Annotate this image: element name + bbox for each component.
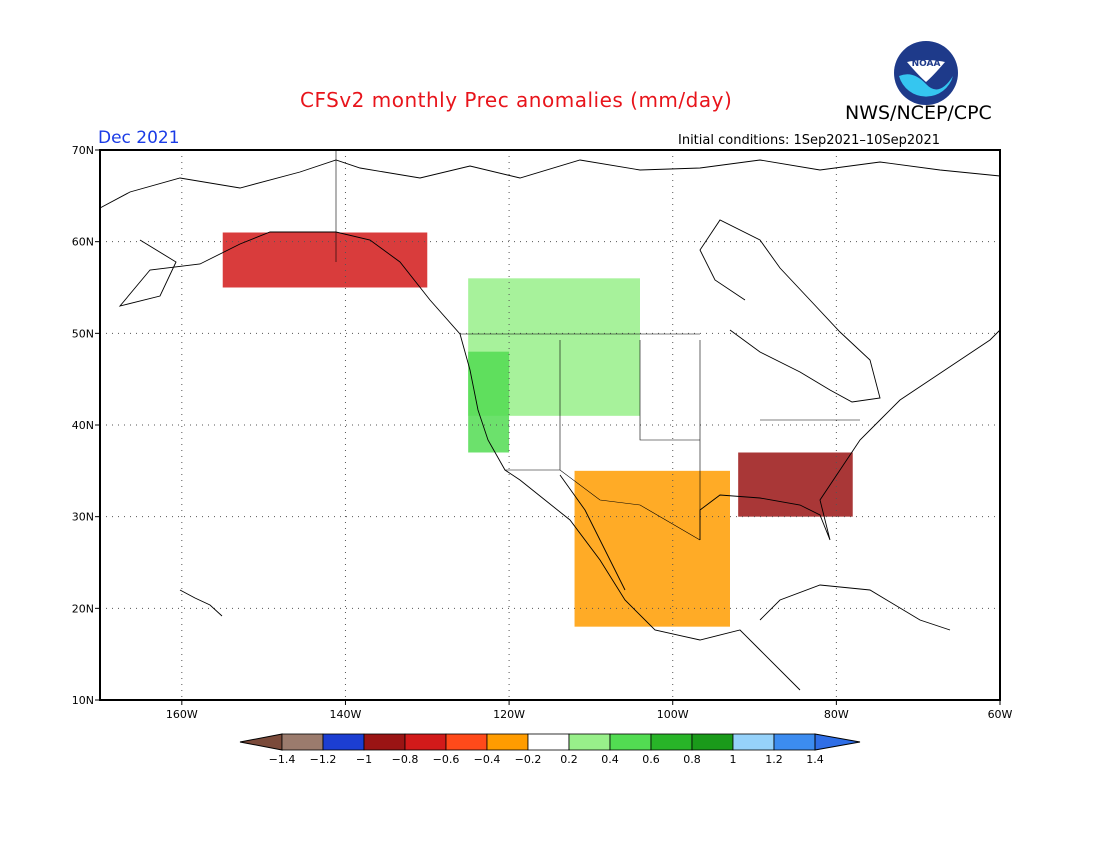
map-content [222,232,853,627]
colorbar-label: 0.6 [642,753,660,766]
colorbar-swatch [691,733,734,751]
initial-conditions-label: Initial conditions: 1Sep2021–10Sep2021 [678,133,940,148]
colorbar-swatch [650,733,693,751]
lon-tick-label: 120W [493,708,525,721]
colorbar-swatch [445,733,488,751]
longitude-tick-labels: 160W 140W 120W 100W 80W 60W [166,700,1013,721]
border-segment [505,469,701,541]
lat-tick-label: 60N [72,236,94,249]
colorbar-label: 1.2 [765,753,783,766]
colorbar-swatch [773,733,816,751]
colorbar-label: 0.2 [560,753,578,766]
colorbar-label: −1.2 [310,753,337,766]
coastline-segment [699,329,1001,541]
colorbar: −1.4 −1.2 −1 −0.8 −0.6 −0.4 −0.2 0.2 0.4 0.6 0.8 1 1… [239,733,861,766]
colorbar-right-arrow [814,733,861,751]
coastline-segment [759,584,951,631]
colorbar-swatch [322,733,365,751]
map-gridlines [100,150,1000,700]
coastline-segment [179,589,223,617]
noaa-logo-text: NOAA [912,59,941,69]
colorbar-swatch [568,733,611,751]
colorbar-label: −0.6 [433,753,460,766]
organization-label: NWS/NCEP/CPC [845,102,992,124]
chart-title: CFSv2 monthly Prec anomalies (mm/day) [300,88,733,112]
colorbar-swatch [732,733,775,751]
lat-tick-label: 10N [72,694,94,707]
latitude-tick-labels: 70N 60N 50N 40N 30N 20N 10N [72,144,100,707]
coastline-segment [118,231,801,691]
coastline-segment [99,159,1001,209]
noaa-logo: NOAA [894,41,958,105]
lat-tick-label: 50N [72,327,94,340]
lat-tick-label: 40N [72,419,94,432]
lat-tick-label: 20N [72,602,94,615]
colorbar-label: 1.4 [806,753,824,766]
colorbar-swatch [527,733,570,751]
colorbar-swatch [486,733,529,751]
anomaly-region-southeast-dry [738,452,853,517]
coastlines [99,150,1001,691]
colorbar-label: −0.2 [515,753,542,766]
lat-tick-label: 30N [72,511,94,524]
colorbar-swatch [609,733,652,751]
border-segment [639,340,700,441]
colorbar-swatch [404,733,447,751]
colorbar-label: 1 [730,753,737,766]
lon-tick-label: 140W [330,708,362,721]
colorbar-left-arrow [239,733,283,751]
lon-tick-label: 160W [166,708,198,721]
colorbar-label: −0.8 [392,753,419,766]
anomaly-region-mexico-southwest-dry [574,470,730,627]
colorbar-swatch [281,733,324,751]
colorbar-label: −0.4 [474,753,501,766]
colorbar-label: −1.4 [269,753,296,766]
lat-tick-label: 70N [72,144,94,157]
colorbar-label: 0.8 [683,753,701,766]
colorbar-label: −1 [356,753,372,766]
forecast-month-label: Dec 2021 [98,128,180,148]
coastline-segment [559,474,626,591]
lon-tick-label: 100W [657,708,689,721]
anomaly-region-coastal-west-wet [468,351,510,453]
coastline-segment [699,219,881,403]
colorbar-swatch [363,733,406,751]
lon-tick-label: 80W [824,708,849,721]
colorbar-label: 0.4 [601,753,619,766]
lon-tick-label: 60W [988,708,1013,721]
